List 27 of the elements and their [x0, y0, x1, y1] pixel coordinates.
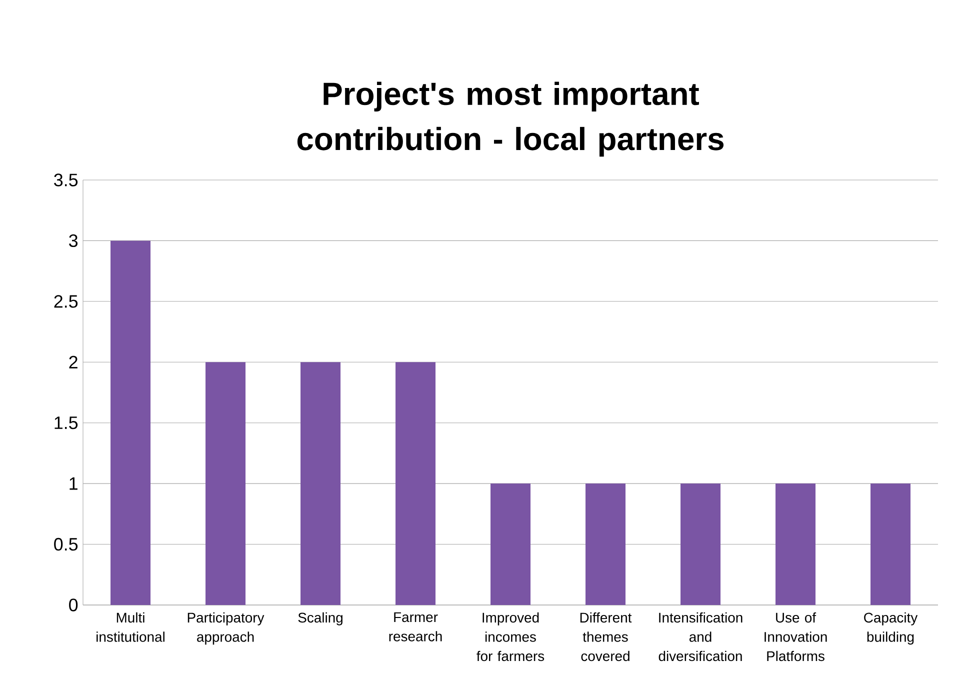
bar: [870, 484, 911, 605]
bar: [206, 362, 246, 605]
bar: [586, 484, 626, 605]
y-tick-label: 3: [69, 234, 78, 248]
y-tick-label: 1: [70, 477, 78, 490]
x-tick-label: Capacity building: [864, 612, 918, 645]
x-tick-label: Multi institutional: [96, 612, 164, 642]
bar: [680, 484, 721, 605]
x-tick-label: Intensification and diversification: [658, 612, 742, 662]
y-tick-label: 2: [69, 356, 78, 368]
y-tick-label: 1.5: [54, 416, 78, 430]
x-tick-label: Farmer research: [389, 612, 442, 642]
y-tick-label: 0: [69, 598, 78, 612]
y-tick-label: 3.5: [54, 174, 78, 186]
bar: [490, 484, 531, 605]
y-tick-label: 2.5: [54, 295, 78, 308]
bar: [300, 362, 341, 605]
x-tick-label: Participatory approach: [188, 612, 264, 645]
bar: [110, 240, 151, 605]
chart-title: Project's most important contribution - local partners: [297, 82, 724, 157]
bar: [776, 484, 816, 605]
x-tick-label: Improved incomes for farmers: [476, 612, 544, 662]
y-tick-label: 0.5: [54, 538, 78, 551]
bar: [396, 362, 436, 605]
x-tick-label: Use of Innovation Platforms: [764, 612, 827, 662]
x-tick-label: Scaling: [298, 612, 342, 626]
x-tick-label: Different themes covered: [580, 612, 632, 662]
